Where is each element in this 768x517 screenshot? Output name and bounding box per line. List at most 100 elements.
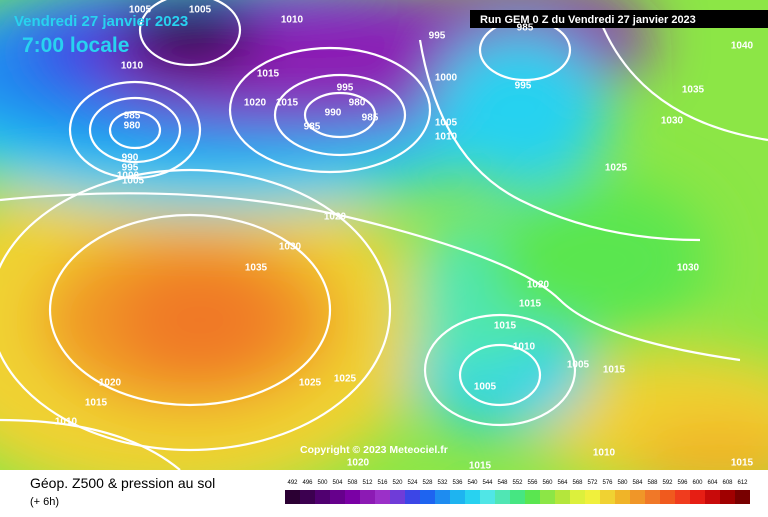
footer-lead: (+ 6h) — [30, 496, 59, 508]
isobar-label: 1030 — [661, 116, 684, 127]
legend-label: 552 — [512, 480, 523, 486]
isobar-label: 1015 — [731, 458, 754, 469]
legend-label: 568 — [572, 480, 583, 486]
legend-label: 520 — [392, 480, 403, 486]
legend-swatch — [660, 490, 675, 504]
isobar-label: 1015 — [276, 98, 299, 109]
isobar-label: 980 — [124, 121, 141, 132]
legend-label: 564 — [557, 480, 568, 486]
isobar-label: 1020 — [99, 378, 122, 389]
legend-label: 572 — [587, 480, 598, 486]
legend-swatch — [360, 490, 375, 504]
legend-swatch — [390, 490, 405, 504]
isobar-label: 1010 — [435, 132, 458, 143]
legend-swatch — [345, 490, 360, 504]
legend-label: 512 — [362, 480, 373, 486]
isobar-label: 1020 — [527, 280, 550, 291]
local-time: 7:00 locale — [22, 34, 129, 57]
date: Vendredi 27 janvier 2023 — [14, 13, 188, 30]
isobar-label: 1040 — [731, 41, 754, 52]
isobar-label: 1005 — [189, 5, 212, 16]
legend-label: 544 — [482, 480, 493, 486]
legend-swatch — [510, 490, 525, 504]
legend-swatch — [405, 490, 420, 504]
isobar-label: 1015 — [519, 299, 542, 310]
legend-swatch — [675, 490, 690, 504]
footer-title: Géop. Z500 & pression au sol — [30, 475, 215, 491]
legend-label: 584 — [632, 480, 643, 486]
legend-label: 524 — [407, 480, 418, 486]
legend-swatch — [525, 490, 540, 504]
legend-swatch — [495, 490, 510, 504]
legend-label: 516 — [377, 480, 388, 486]
legend-swatch — [600, 490, 615, 504]
legend-swatch — [555, 490, 570, 504]
isobar-label: 1030 — [279, 242, 302, 253]
legend-swatch — [615, 490, 630, 504]
legend-label: 592 — [662, 480, 673, 486]
isobar-label: 985 — [362, 113, 379, 124]
isobar-label: 1010 — [55, 417, 78, 428]
legend-swatch — [540, 490, 555, 504]
isobar-label: 1005 — [129, 5, 152, 16]
legend-swatch — [330, 490, 345, 504]
legend-swatch — [420, 490, 435, 504]
isobar-label: 985 — [124, 111, 141, 122]
isobar-labels: 1005 1005 1010 995 985 1040 1010 1015 1000 995 103… — [55, 5, 754, 472]
isobar-label: 1025 — [299, 378, 322, 389]
legend-label: 536 — [452, 480, 463, 486]
legend-swatch — [465, 490, 480, 504]
legend-swatch — [435, 490, 450, 504]
legend: 492 496 500 504 508 512 516 520 524 528 532 536 540 5… — [285, 480, 750, 504]
isobar-label: 1020 — [244, 98, 267, 109]
legend-swatch — [720, 490, 735, 504]
isobar-label: 990 — [325, 108, 342, 119]
isobar-label: 1010 — [121, 61, 144, 72]
legend-label: 508 — [347, 480, 358, 486]
isobar-label: 1015 — [494, 321, 517, 332]
isobar-label: 1015 — [257, 69, 280, 80]
isobar-label: 985 — [304, 122, 321, 133]
isobar-label: 1005 — [474, 382, 497, 393]
legend-label: 576 — [602, 480, 613, 486]
run-banner — [470, 10, 768, 28]
legend-label: 600 — [692, 480, 703, 486]
isobar-label: 1005 — [435, 118, 458, 129]
legend-label: 604 — [707, 480, 718, 486]
legend-label: 528 — [422, 480, 433, 486]
legend-swatch — [450, 490, 465, 504]
isobar-label: 1015 — [469, 461, 492, 472]
legend-label: 532 — [437, 480, 448, 486]
legend-label: 560 — [542, 480, 553, 486]
legend-label: 492 — [287, 480, 298, 486]
legend-label: 548 — [497, 480, 508, 486]
legend-label: 556 — [527, 480, 538, 486]
isobar-label: 1015 — [603, 365, 626, 376]
legend-swatch — [585, 490, 600, 504]
geopotential-field — [0, 0, 768, 470]
legend-label: 608 — [722, 480, 733, 486]
isobar-label: 1010 — [593, 448, 616, 459]
isobar-label: 1015 — [85, 398, 108, 409]
isobar-label: 995 — [337, 83, 354, 94]
legend-label: 500 — [317, 480, 328, 486]
isobar-label: 1000 — [435, 73, 458, 84]
isobar-label: 995 — [122, 163, 139, 174]
legend-label: 596 — [677, 480, 688, 486]
legend-swatch — [300, 490, 315, 504]
isobar-label: 1025 — [334, 374, 357, 385]
isobar-label: 1010 — [513, 342, 536, 353]
legend-swatch — [570, 490, 585, 504]
isobar-label: 995 — [515, 81, 532, 92]
legend-swatch — [735, 490, 750, 504]
legend-label: 496 — [302, 480, 313, 486]
legend-swatch — [690, 490, 705, 504]
isobar-label: 1035 — [682, 85, 705, 96]
legend-swatch — [630, 490, 645, 504]
isobar-label: 1005 — [567, 360, 590, 371]
legend-label: 504 — [332, 480, 343, 486]
legend-swatch — [285, 490, 300, 504]
isobar-label: 1010 — [281, 15, 304, 26]
legend-swatch — [315, 490, 330, 504]
